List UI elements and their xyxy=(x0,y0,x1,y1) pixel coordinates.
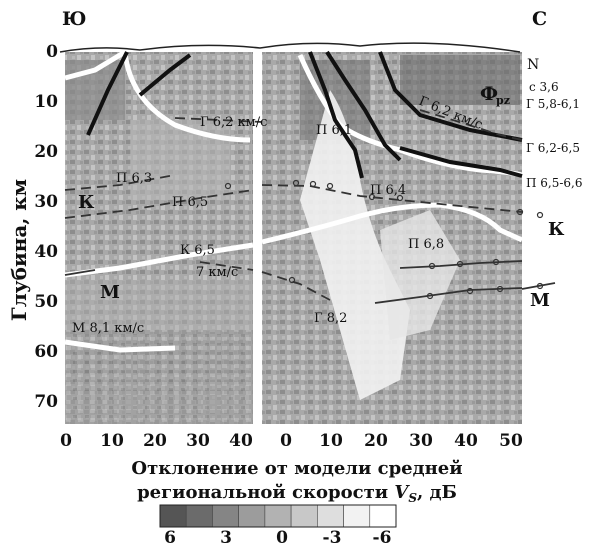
legend-frame xyxy=(159,504,397,528)
caption-var: V xyxy=(394,482,410,503)
fault-lines xyxy=(86,50,523,179)
interface-lines xyxy=(64,109,523,301)
label-p63: П 6,3 xyxy=(116,171,152,186)
x-tick: 10 xyxy=(100,431,124,451)
x-tick: 40 xyxy=(454,431,478,451)
label-m81: М 8,1 км/с xyxy=(72,321,144,336)
label-phi: Ф xyxy=(480,83,498,105)
x-tick: 10 xyxy=(319,431,343,451)
label-m-right: М xyxy=(530,290,550,311)
legend-swatch xyxy=(159,504,187,528)
x-tick: 0 xyxy=(280,431,292,451)
y-tick: 0 xyxy=(46,42,58,62)
label-k65: К 6,5 xyxy=(180,243,215,258)
legend-tick: -3 xyxy=(323,528,342,548)
legend-swatch xyxy=(264,504,292,528)
y-tick: 20 xyxy=(34,142,58,162)
label-g6265: Г 6,2-6,5 xyxy=(526,141,580,155)
legend-swatch xyxy=(343,504,371,528)
label-p68: П 6,8 xyxy=(408,237,444,252)
x-axis-right-ticks: 0 10 20 30 40 50 xyxy=(280,431,523,451)
x-tick: 30 xyxy=(409,431,433,451)
caption-line-1: Отклонение от модели средней xyxy=(131,458,462,479)
legend-tick: 6 xyxy=(164,528,176,548)
caption-suffix: , дБ xyxy=(417,482,457,503)
legend-swatch xyxy=(185,504,213,528)
x-tick: 0 xyxy=(60,431,72,451)
y-axis-label: Глубина, км xyxy=(7,179,31,321)
x-tick: 50 xyxy=(499,431,523,451)
caption-prefix: региональной скорости xyxy=(137,482,394,503)
left-panel xyxy=(65,52,253,424)
right-panel xyxy=(262,52,522,424)
x-tick: 20 xyxy=(143,431,167,451)
x-tick: 30 xyxy=(186,431,210,451)
legend-swatch xyxy=(212,504,239,528)
x-tick: 40 xyxy=(229,431,253,451)
label-7kms: 7 км/с xyxy=(196,265,238,280)
legend-swatch xyxy=(290,504,318,528)
topography-line xyxy=(59,42,521,53)
legend-color-bar xyxy=(159,504,397,528)
south-label: Ю xyxy=(62,8,86,30)
caption-sub: S xyxy=(408,491,417,505)
label-k-left: К xyxy=(78,192,95,213)
legend-tick: 3 xyxy=(220,528,232,548)
north-label: С xyxy=(532,8,547,30)
caption-line-2: региональной скорости VS, дБ xyxy=(137,482,457,505)
solid-interfaces xyxy=(64,260,556,304)
label-m-left: М xyxy=(100,282,120,303)
y-tick: 70 xyxy=(34,392,58,412)
legend-swatch xyxy=(317,504,344,528)
label-g82: Г 8,2 xyxy=(314,311,347,326)
x-axis-left-ticks: 0 10 20 30 40 xyxy=(60,431,253,451)
label-p61: П 6,1 xyxy=(316,123,352,138)
label-g62-left: Г 6,2 км/с xyxy=(200,115,267,130)
y-tick: 40 xyxy=(34,242,58,262)
label-p65: П 6,5 xyxy=(172,195,208,210)
label-pz: pz xyxy=(496,94,510,107)
label-p64: П 6,4 xyxy=(370,183,406,198)
legend-swatch xyxy=(369,504,397,528)
x-tick: 20 xyxy=(364,431,388,451)
annotations: N с 3,6 Ф pz Г 5,8-6,1 Г 6,2 км/с Г 6,2 … xyxy=(72,57,583,336)
legend-tick: 0 xyxy=(276,528,288,548)
y-tick: 60 xyxy=(34,342,58,362)
y-tick: 30 xyxy=(34,192,58,212)
label-g58: Г 5,8-6,1 xyxy=(526,97,580,111)
y-tick: 50 xyxy=(34,292,58,312)
label-c36: с 3,6 xyxy=(529,80,559,94)
legend-swatch xyxy=(238,504,266,528)
label-n: N xyxy=(527,57,539,73)
label-p6566: П 6,5-6,6 xyxy=(526,176,583,190)
legend-tick: -6 xyxy=(373,528,392,548)
label-k-right: К xyxy=(548,219,565,240)
legend-ticks: 6 3 0 -3 -6 xyxy=(164,528,391,548)
y-axis-ticks: 0 10 20 30 40 50 60 70 xyxy=(34,42,58,412)
data-circles xyxy=(224,179,544,300)
y-tick: 10 xyxy=(34,92,58,112)
